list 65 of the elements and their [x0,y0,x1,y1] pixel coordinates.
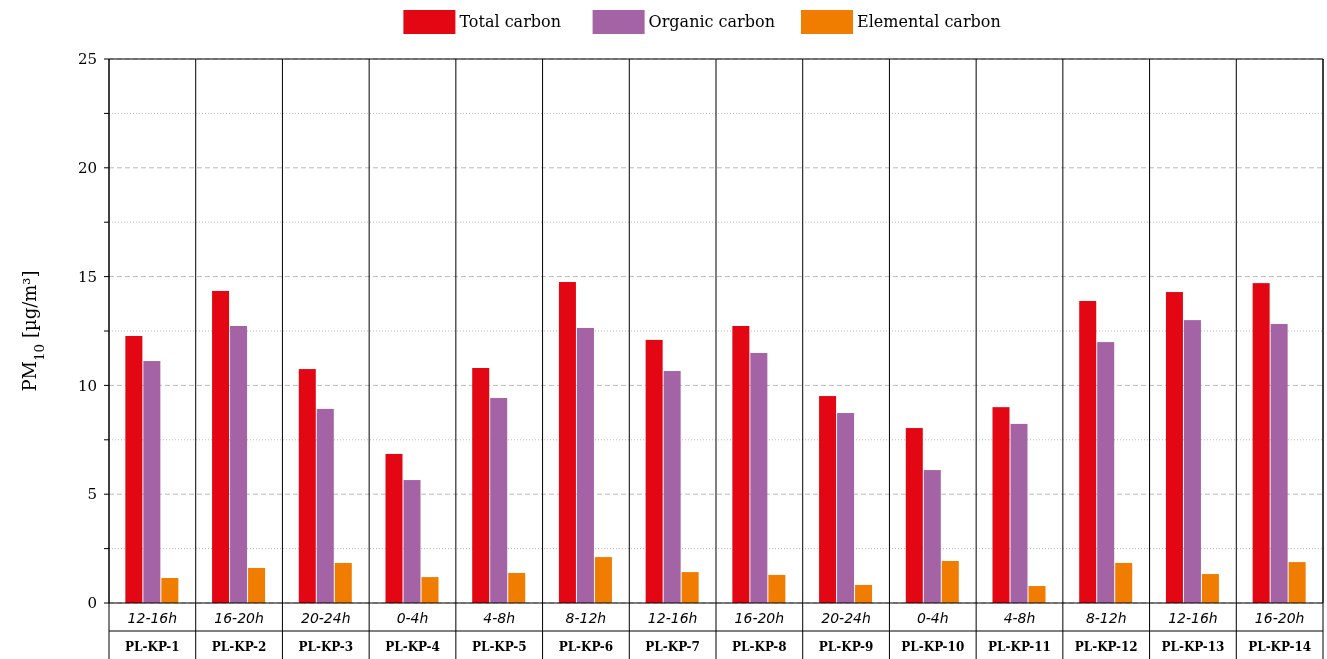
y-tick-label: 20 [77,159,97,178]
bar [472,367,490,603]
bar [316,408,334,603]
y-tick-label: 0 [87,594,97,613]
bar [992,407,1010,603]
bar [1270,324,1288,603]
bar [941,561,959,603]
bar [1079,300,1097,603]
bar [1165,292,1183,603]
bar [421,577,439,603]
x-tick-label: 4-8h PL-KP-5 [471,610,527,654]
bar [248,567,266,603]
x-tick-label: 4-8h PL-KP-11 [988,610,1051,654]
bar [490,398,508,603]
bar [732,326,750,603]
x-tick-label: 16-20h PL-KP-14 [1248,610,1312,654]
bar [1288,562,1306,603]
x-tick-label: 12-16h PL-KP-1 [125,610,180,654]
bar [334,562,352,603]
legend-label: Elemental carbon [857,12,1001,31]
bar [576,327,594,603]
bar [212,290,230,603]
x-tick-label: 0-4h PL-KP-10 [901,610,965,654]
bar [855,584,873,603]
bar [161,577,179,603]
bar [1097,342,1115,603]
x-tick-label: 0-4h PL-KP-4 [385,610,440,654]
x-tick-label: 8-12h PL-KP-6 [558,610,614,654]
bar [385,453,403,603]
bar [768,574,786,603]
bar [403,480,421,603]
bar [1028,586,1046,603]
bar [750,352,768,603]
y-tick-label: 15 [77,267,97,286]
bar [230,326,248,603]
bar [819,396,837,603]
x-tick-label: 20-24h PL-KP-9 [818,610,874,654]
bar [1115,562,1133,603]
bar [594,557,612,603]
x-tick-label: 12-16h PL-KP-7 [645,610,700,654]
bar [1252,283,1270,603]
bar [663,371,681,603]
bar [1183,320,1201,603]
x-tick-label: 16-20h PL-KP-8 [732,610,787,654]
bar [681,572,699,603]
x-tick-label: 8-12h PL-KP-12 [1074,610,1138,654]
bar [125,336,143,603]
bar [1201,574,1219,603]
bar [905,428,923,603]
bar [1010,423,1028,603]
bar [508,572,526,603]
y-tick-label: 25 [77,50,97,69]
legend-label: Organic carbon [648,12,775,31]
bar [645,339,663,603]
legend-label: Total carbon [459,12,561,31]
y-tick-label: 10 [77,376,97,395]
x-tick-label: 16-20h PL-KP-2 [211,610,267,654]
bar [837,413,855,603]
bar [298,369,316,603]
bar [558,282,576,603]
bar [923,470,941,603]
x-tick-label: 20-24h PL-KP-3 [298,610,354,654]
x-tick-label: 12-16h PL-KP-13 [1161,610,1225,654]
bar [143,361,161,603]
y-tick-label: 5 [87,485,97,504]
